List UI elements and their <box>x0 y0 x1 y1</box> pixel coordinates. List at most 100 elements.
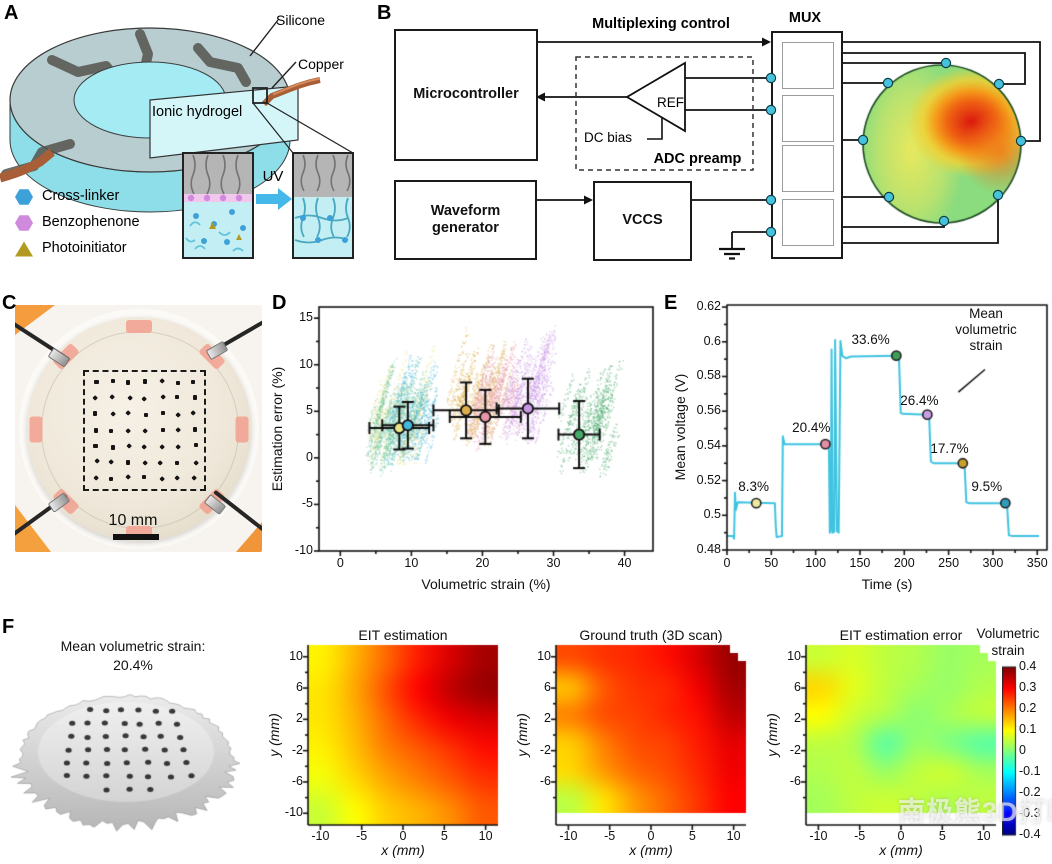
e-ylabel: Mean voltage (V) <box>672 373 688 481</box>
panel-label-e: E <box>664 292 678 314</box>
copper-leader <box>271 61 297 89</box>
tick-label: 10 <box>726 829 741 843</box>
tick-label: 0 <box>723 556 731 570</box>
tick-label: 10 <box>976 829 991 843</box>
tick-label: -0.1 <box>1019 764 1041 778</box>
tick-label: -6 <box>789 773 801 788</box>
marker-dot <box>109 428 114 433</box>
marker-dot <box>176 380 181 385</box>
mux-title: MUX <box>788 10 822 26</box>
tick-label: 0.2 <box>1019 701 1037 715</box>
annotation-mean-volumetric-strain: volumetric <box>955 322 1017 337</box>
tick-label: -0.3 <box>1019 806 1041 820</box>
tick-label: -5 <box>854 829 866 843</box>
legend-label-crosslinker: Cross-linker <box>42 188 120 204</box>
inset-after-uv <box>292 152 354 259</box>
marker-dot <box>125 460 131 465</box>
tick-label: 350 <box>1026 556 1048 570</box>
tick-label: 0 <box>1019 743 1026 757</box>
colorbar-title-line1: Volumetric <box>976 626 1040 641</box>
tick-label: 10 <box>299 356 313 371</box>
tick-label: 0.5 <box>703 507 721 522</box>
mux-node-dot <box>765 104 777 116</box>
f-caption-line1: Mean volumetric strain: <box>60 638 206 654</box>
tick-label: -2 <box>291 742 303 757</box>
map3-xlabel: x (mm) <box>879 842 923 858</box>
tick-label: 0.62 <box>696 299 721 314</box>
tick-label: 200 <box>893 556 915 570</box>
tick-label: 0.3 <box>1019 680 1037 694</box>
tick-label: 0.48 <box>696 542 721 556</box>
block-microcontroller: Microcontroller <box>394 29 538 161</box>
tick-label: 0.58 <box>696 368 721 383</box>
colorbar-canvas <box>1002 665 1048 841</box>
tick-label: 5 <box>688 829 696 843</box>
tick-label: -6 <box>291 773 303 788</box>
tick-label: 2 <box>296 711 303 726</box>
tick-label: -10 <box>284 805 303 820</box>
block-vccs-label: VCCS <box>622 212 663 229</box>
arrowhead-adc-out <box>536 92 545 102</box>
marker-dot <box>190 379 196 385</box>
callout-uv: UV <box>262 168 284 185</box>
ref-label: REF <box>657 95 684 110</box>
callout-hydrogel: Ionic hydrogel <box>152 104 243 120</box>
tick-label: 17.7% <box>930 441 969 457</box>
mux-channel-4 <box>782 199 834 246</box>
zoom-lines <box>252 102 354 154</box>
circuit-wires <box>533 37 1041 260</box>
marker-dot <box>126 380 131 385</box>
marker-dot <box>193 443 199 448</box>
scan-3d-canvas <box>8 678 248 846</box>
tick-label: -10 <box>294 543 313 557</box>
electrode-dot <box>940 57 952 69</box>
tick-label: 40 <box>617 556 632 570</box>
scalebar <box>113 534 159 540</box>
dc-bias-wire <box>647 117 663 140</box>
tick-label: 6 <box>296 680 303 695</box>
tick-label: 0.56 <box>696 403 721 418</box>
copper-lead-left <box>0 148 55 183</box>
electrode-dot <box>993 78 1005 90</box>
panel-label-a: A <box>4 2 19 24</box>
cross-linker-icon <box>15 189 33 205</box>
mux-control-label: Multiplexing control <box>592 16 730 32</box>
tick-label: 9.5% <box>971 479 1003 495</box>
electrode-dot <box>992 189 1004 201</box>
tick-label: 5 <box>306 403 313 418</box>
copper-lead-right <box>261 77 321 107</box>
adc-preamp-dashed-box <box>575 56 754 171</box>
marker-dot <box>143 379 148 384</box>
tick-label: 0 <box>336 556 344 570</box>
map2-ylabel: y (mm) <box>514 713 530 757</box>
block-vccs: VCCS <box>593 181 692 261</box>
tick-label: 10 <box>404 556 419 570</box>
electrode-dots-layer <box>765 57 1027 238</box>
map2-title: Ground truth (3D scan) <box>579 627 723 643</box>
tick-label: 0 <box>399 829 407 843</box>
line-chart-canvas <box>715 293 1052 563</box>
marker-dot <box>174 394 179 399</box>
tick-label: 0.4 <box>1019 659 1037 673</box>
tick-label: 26.4% <box>900 392 939 408</box>
marker-dot <box>93 428 99 433</box>
scatter-canvas <box>307 295 667 565</box>
electrode-dot <box>938 215 950 227</box>
panel-label-f: F <box>2 616 15 638</box>
tick-label: 10 <box>478 829 493 843</box>
marker-dot <box>93 443 98 449</box>
e-xlabel: Time (s) <box>861 576 913 592</box>
panel-label-b: B <box>377 2 392 24</box>
map3-ylabel: y (mm) <box>764 713 780 757</box>
electrode-dot <box>857 134 869 146</box>
tick-label: 20 <box>475 556 490 570</box>
map1-ylabel: y (mm) <box>266 713 282 757</box>
zoom-rect <box>252 87 268 104</box>
map1-title: EIT estimation <box>358 627 448 643</box>
tick-label: 6 <box>544 680 551 695</box>
mux-node-dot <box>765 72 777 84</box>
marker-grid-outline <box>83 370 206 491</box>
heatmap-canvas-F1 <box>296 633 510 837</box>
marker-dot <box>160 410 166 416</box>
